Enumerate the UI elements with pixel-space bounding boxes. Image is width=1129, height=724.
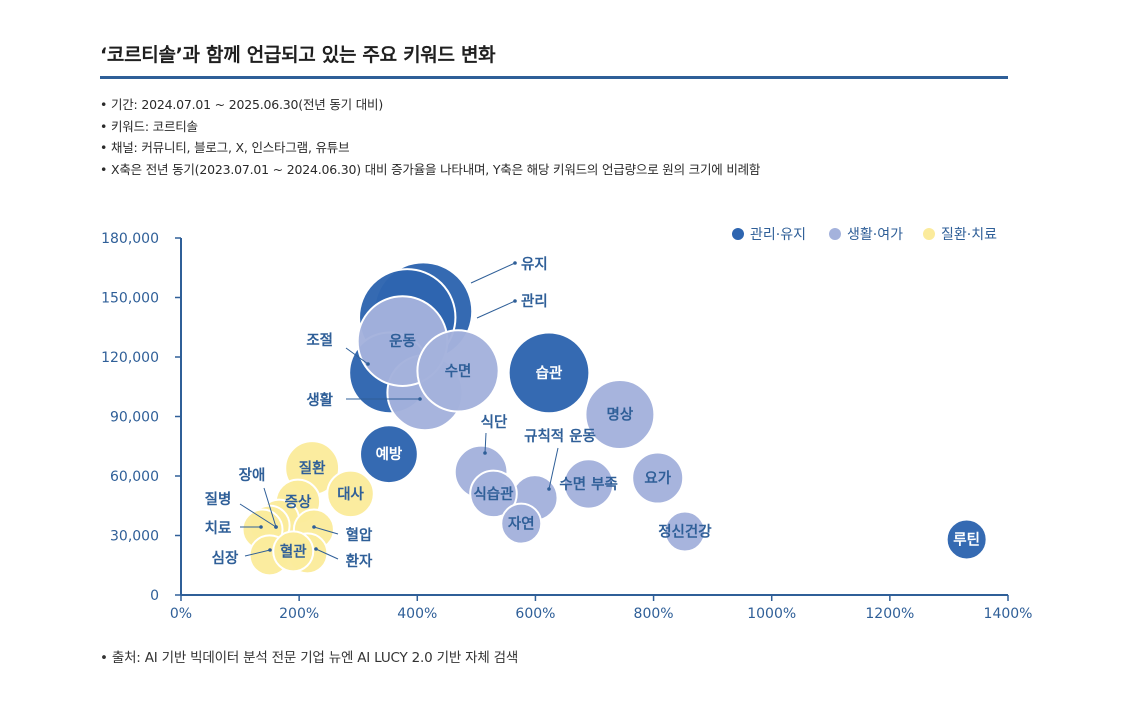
bubble-수면	[416, 329, 500, 413]
outside-label: 심장	[212, 549, 239, 567]
legend-label: 관리·유지	[750, 227, 806, 243]
leader-line	[263, 487, 277, 528]
bubble-label: 질환	[299, 459, 326, 477]
legend-marker	[732, 228, 744, 240]
leader-dot	[513, 299, 517, 303]
outside-label: 치료	[205, 520, 232, 537]
bubble-식습관	[469, 469, 518, 519]
bubble-자연	[500, 502, 543, 545]
x-tick-label: 1200%	[865, 606, 914, 622]
leader-dot	[274, 525, 278, 529]
outside-label: 유지	[521, 256, 548, 273]
bubble-label: 수면	[445, 363, 472, 380]
bubble-루틴	[945, 518, 988, 561]
leader-line	[345, 347, 369, 365]
source-note: 출처: AI 기반 빅데이터 분석 전문 기업 뉴엔 AI LUCY 2.0 기…	[100, 646, 518, 666]
x-tick-label: 1000%	[747, 606, 796, 622]
bubble-요가	[631, 451, 685, 505]
bubble-대사	[326, 469, 375, 519]
y-tick-label: 120,000	[101, 350, 159, 366]
note-period: 기간: 2024.07.01 ~ 2025.06.30(전년 동기 대비)	[100, 94, 760, 116]
leader-line	[244, 549, 271, 557]
leader-dot	[547, 487, 551, 491]
leader-line	[313, 526, 339, 535]
leader-dot	[314, 547, 318, 551]
y-tick-label: 150,000	[101, 291, 159, 307]
leader-line	[484, 432, 487, 454]
bubble-label: 식습관	[473, 486, 514, 503]
bubble-명상	[584, 379, 656, 450]
bubble-label: 습관	[536, 365, 563, 382]
x-tick-label: 0%	[170, 606, 192, 622]
x-tick-label: 600%	[515, 606, 555, 622]
leader-dot	[312, 525, 316, 529]
y-tick-label: 0	[150, 588, 159, 604]
bubble-label: 자연	[508, 516, 535, 533]
leader-dot	[483, 451, 487, 455]
legend-marker	[923, 228, 935, 240]
y-tick-label: 180,000	[101, 231, 159, 247]
bubble-label: 요가	[644, 470, 671, 487]
bubble-label: 대사	[337, 486, 364, 503]
y-tick-label: 30,000	[110, 529, 159, 545]
leader-line	[548, 447, 559, 490]
outside-label: 장애	[239, 466, 266, 484]
bubble-label: 운동	[389, 333, 416, 350]
leader-dot	[366, 362, 370, 366]
bubble-label: 루틴	[953, 531, 980, 548]
note-axes: X축은 전년 동기(2023.07.01 ~ 2024.06.30) 대비 증가…	[100, 159, 760, 181]
legend-label: 질환·치료	[941, 227, 997, 243]
leader-line	[315, 548, 339, 560]
x-tick-label: 400%	[397, 606, 437, 622]
leader-line	[239, 503, 277, 528]
bubble-label: 예방	[376, 445, 403, 463]
bubble-label: 혈관	[280, 542, 307, 560]
y-tick-label: 90,000	[110, 410, 159, 426]
leader-dot	[259, 525, 263, 529]
notes-list: 기간: 2024.07.01 ~ 2025.06.30(전년 동기 대비) 키워…	[100, 94, 760, 180]
leader-line	[476, 300, 516, 319]
bubble-정신건강	[663, 510, 706, 553]
x-tick-label: 1400%	[984, 606, 1033, 622]
note-channels: 채널: 커뮤니티, 블로그, X, 인스타그램, 유튜브	[100, 137, 760, 159]
bubble-label: 정신건강	[658, 523, 712, 541]
outside-label: 식단	[481, 414, 508, 431]
leader-dot	[268, 548, 272, 552]
bubble-수면 부족	[562, 458, 615, 510]
outside-label: 규칙적 운동	[524, 427, 596, 445]
page-title: ‘코르티솔’과 함께 언급되고 있는 주요 키워드 변화	[100, 44, 496, 66]
bubble-label: 증상	[285, 494, 312, 511]
outside-label: 질병	[205, 490, 232, 508]
note-keyword: 키워드: 코르티솔	[100, 116, 760, 138]
bubble-혈관	[272, 530, 315, 573]
outside-label: 조절	[306, 332, 333, 349]
outside-label: 생활	[306, 391, 333, 409]
outside-label: 관리	[521, 293, 548, 310]
y-tick-label: 60,000	[110, 469, 159, 485]
bubble-label: 명상	[607, 406, 634, 424]
x-tick-label: 200%	[279, 606, 319, 622]
bubble-label: 수면 부족	[559, 476, 617, 493]
bubble-습관	[507, 331, 591, 415]
leader-line	[470, 262, 516, 284]
outside-label: 혈압	[346, 526, 373, 544]
outside-label: 환자	[346, 552, 373, 570]
title-divider	[100, 76, 1008, 79]
bubble-예방	[359, 424, 419, 485]
x-tick-label: 800%	[634, 606, 674, 622]
legend-marker	[829, 228, 841, 240]
leader-dot	[418, 397, 422, 401]
leader-dot	[513, 261, 517, 265]
legend-label: 생활·여가	[847, 227, 903, 243]
